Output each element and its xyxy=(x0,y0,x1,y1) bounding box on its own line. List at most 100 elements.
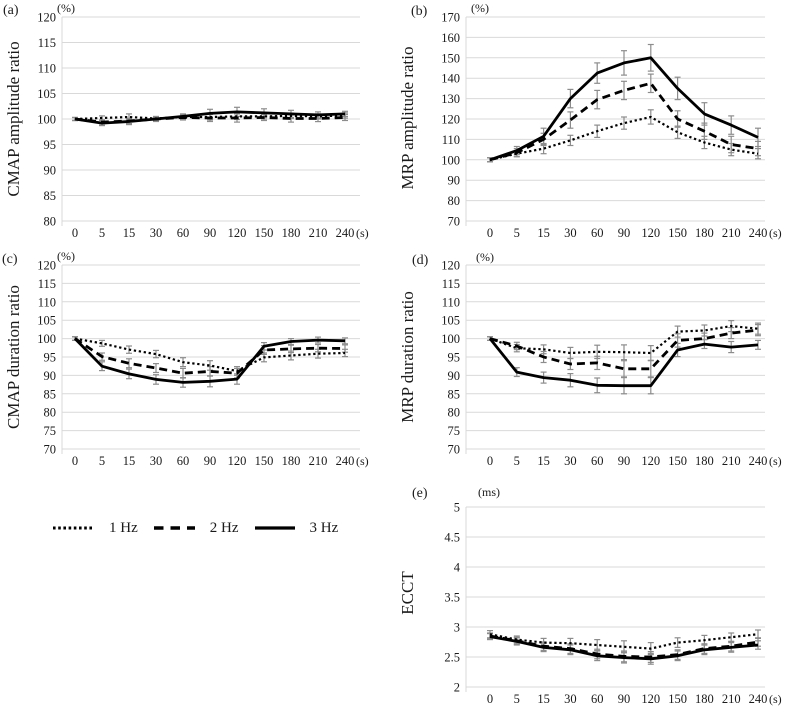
svg-text:0: 0 xyxy=(72,454,78,468)
svg-text:15: 15 xyxy=(537,454,550,468)
panel-cmap-duration-ratio: 70 75 80 85 90 95 100 105 110 115 120 0 5 15 30 60 90 120… xyxy=(0,245,394,480)
svg-text:3.5: 3.5 xyxy=(444,591,460,605)
svg-text:240: 240 xyxy=(336,454,355,468)
svg-text:75: 75 xyxy=(44,424,57,438)
legend-item-2hz: 2 Hz xyxy=(153,517,239,539)
svg-text:210: 210 xyxy=(309,454,328,468)
svg-text:90: 90 xyxy=(204,226,217,240)
svg-text:(e): (e) xyxy=(412,486,428,501)
svg-text:60: 60 xyxy=(591,226,604,240)
svg-text:150: 150 xyxy=(255,454,274,468)
svg-text:MRP amplitude ratio: MRP amplitude ratio xyxy=(398,47,417,190)
svg-text:170: 170 xyxy=(441,11,460,25)
solid-line-icon xyxy=(254,526,295,530)
svg-text:180: 180 xyxy=(695,454,714,468)
svg-text:3: 3 xyxy=(454,621,460,635)
svg-text:0: 0 xyxy=(487,692,493,706)
svg-text:ECCT: ECCT xyxy=(398,571,417,615)
svg-text:150: 150 xyxy=(441,51,460,65)
chart-svg-d: 70 75 80 85 90 95 100 105 110 115 120 0 5 15 30 60 90 120… xyxy=(398,250,782,468)
svg-text:85: 85 xyxy=(448,387,461,401)
svg-text:90: 90 xyxy=(44,369,57,383)
panel-mrp-duration-ratio: 70 75 80 85 90 95 100 105 110 115 120 0 5 15 30 60 90 120… xyxy=(394,245,788,480)
svg-text:85: 85 xyxy=(44,189,57,203)
svg-text:30: 30 xyxy=(564,692,577,706)
svg-text:90: 90 xyxy=(618,692,631,706)
legend-item-1hz: 1 Hz xyxy=(53,517,138,539)
svg-text:115: 115 xyxy=(442,277,460,291)
svg-text:110: 110 xyxy=(442,133,460,147)
panel-ecct: 2 2.5 3 3.5 4 4.5 5 0 5 15 30 60 90 120 150 180 210 240 (s… xyxy=(394,480,788,706)
svg-text:75: 75 xyxy=(448,424,461,438)
svg-text:30: 30 xyxy=(564,454,577,468)
svg-text:5: 5 xyxy=(514,454,520,468)
panel-cmap-amplitude-ratio: 80 85 90 95 100 105 110 115 120 0 5 15 30 60 90 120 150 1… xyxy=(0,0,394,240)
svg-text:90: 90 xyxy=(448,174,461,188)
chart-svg-e: 2 2.5 3 3.5 4 4.5 5 0 5 15 30 60 90 120 150 180 210 240 (s… xyxy=(398,485,782,706)
chart-svg-b: 70 80 90 100 110 120 130 140 150 160 170 0 5 15 30 60 90… xyxy=(398,1,782,240)
svg-text:90: 90 xyxy=(44,164,57,178)
svg-text:80: 80 xyxy=(44,215,57,229)
svg-text:130: 130 xyxy=(441,92,460,106)
svg-text:85: 85 xyxy=(44,387,57,401)
svg-text:(d): (d) xyxy=(412,253,429,268)
svg-text:30: 30 xyxy=(150,454,163,468)
svg-text:240: 240 xyxy=(336,226,355,240)
svg-text:180: 180 xyxy=(282,226,301,240)
svg-text:5: 5 xyxy=(514,226,520,240)
svg-text:115: 115 xyxy=(38,36,56,50)
svg-text:(s): (s) xyxy=(769,226,782,240)
svg-text:120: 120 xyxy=(228,454,247,468)
svg-text:15: 15 xyxy=(537,226,550,240)
svg-text:90: 90 xyxy=(204,454,217,468)
svg-text:90: 90 xyxy=(618,226,631,240)
svg-text:70: 70 xyxy=(448,443,461,457)
svg-text:(%): (%) xyxy=(57,1,75,15)
svg-text:110: 110 xyxy=(38,62,56,76)
svg-text:140: 140 xyxy=(441,72,460,86)
svg-text:120: 120 xyxy=(641,226,660,240)
svg-text:(s): (s) xyxy=(769,454,782,468)
svg-text:105: 105 xyxy=(441,314,460,328)
svg-text:(a): (a) xyxy=(3,3,19,18)
legend-label-2hz: 2 Hz xyxy=(209,520,239,536)
svg-text:15: 15 xyxy=(123,226,136,240)
svg-text:105: 105 xyxy=(37,314,56,328)
svg-text:0: 0 xyxy=(487,454,493,468)
svg-text:120: 120 xyxy=(441,113,460,127)
svg-text:(b): (b) xyxy=(411,4,428,19)
svg-text:90: 90 xyxy=(618,454,631,468)
svg-text:(c): (c) xyxy=(2,252,18,267)
chart-svg-c: 70 75 80 85 90 95 100 105 110 115 120 0 5 15 30 60 90 120… xyxy=(2,249,369,468)
svg-text:160: 160 xyxy=(441,31,460,45)
svg-text:(s): (s) xyxy=(356,226,369,240)
svg-text:150: 150 xyxy=(668,692,687,706)
svg-text:MRP duration ratio: MRP duration ratio xyxy=(398,291,417,423)
svg-text:110: 110 xyxy=(442,295,460,309)
svg-text:5: 5 xyxy=(514,692,520,706)
dashed-line-icon xyxy=(153,526,195,530)
svg-text:80: 80 xyxy=(448,194,461,208)
svg-text:240: 240 xyxy=(749,226,768,240)
svg-text:210: 210 xyxy=(722,226,741,240)
svg-text:95: 95 xyxy=(44,351,57,365)
svg-text:240: 240 xyxy=(749,692,768,706)
svg-text:115: 115 xyxy=(38,277,56,291)
svg-text:(ms): (ms) xyxy=(478,485,500,499)
svg-text:120: 120 xyxy=(37,11,56,25)
svg-text:90: 90 xyxy=(448,369,461,383)
panel-mrp-amplitude-ratio: 70 80 90 100 110 120 130 140 150 160 170 0 5 15 30 60 90… xyxy=(394,0,788,240)
svg-text:4: 4 xyxy=(454,561,461,575)
svg-text:5: 5 xyxy=(99,226,105,240)
svg-text:150: 150 xyxy=(668,226,687,240)
svg-text:(%): (%) xyxy=(476,250,494,264)
svg-text:60: 60 xyxy=(591,454,604,468)
svg-text:180: 180 xyxy=(282,454,301,468)
svg-text:120: 120 xyxy=(641,454,660,468)
svg-text:15: 15 xyxy=(123,454,136,468)
svg-text:210: 210 xyxy=(309,226,328,240)
svg-text:4.5: 4.5 xyxy=(444,531,460,545)
svg-text:(s): (s) xyxy=(769,692,782,706)
svg-text:60: 60 xyxy=(591,692,604,706)
svg-text:210: 210 xyxy=(722,454,741,468)
